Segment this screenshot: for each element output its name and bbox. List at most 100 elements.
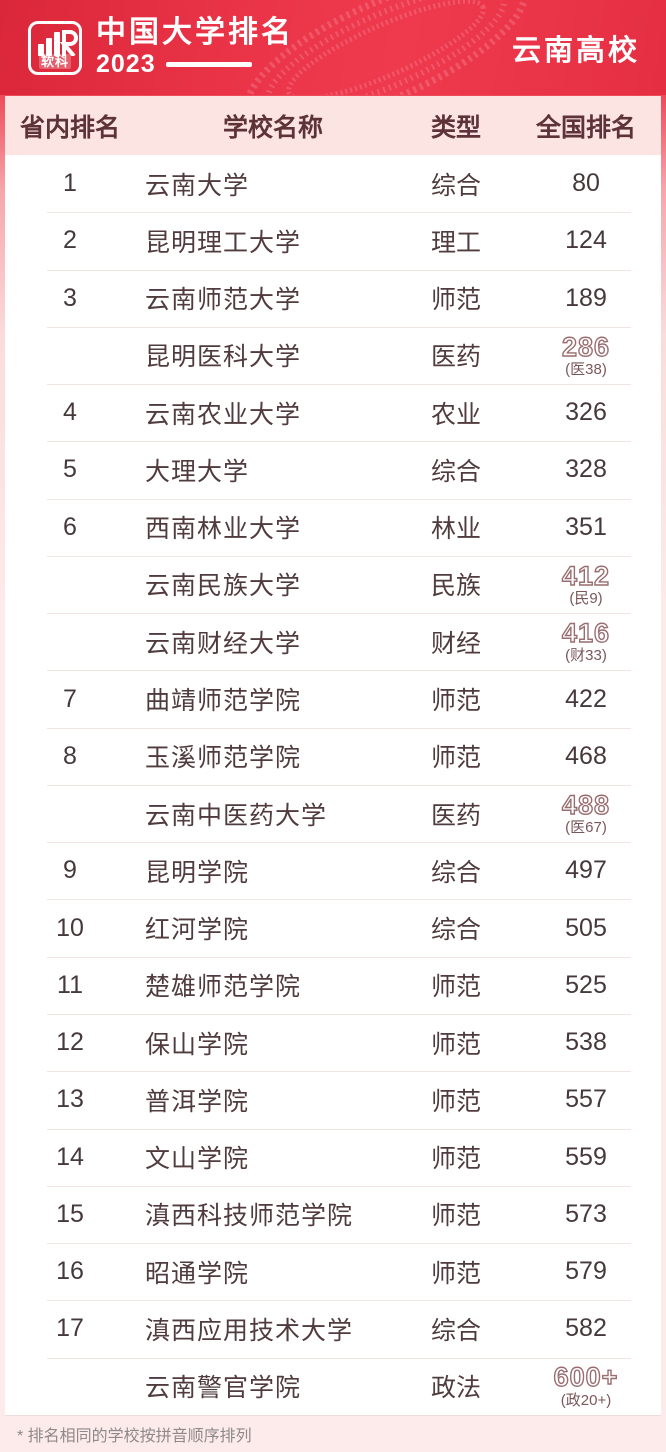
table-row: 1 云南大学 综合 80 <box>5 155 661 212</box>
cell-school-name: 大理大学 <box>145 457 250 486</box>
cell-school-name: 文山学院 <box>145 1145 250 1174</box>
cell-type: 政法 <box>430 1374 481 1403</box>
table-row: 17 滇西应用技术大学 综合 582 <box>5 1300 661 1357</box>
cell-province-rank: 15 <box>56 1199 84 1228</box>
cell-type: 师范 <box>430 1145 481 1174</box>
page-title: 中国大学排名 <box>96 16 294 49</box>
table-row: 8 玉溪师范学院 师范 468 <box>5 727 661 785</box>
cell-type: 医药 <box>430 801 481 830</box>
cell-school-name: 云南财经大学 <box>145 629 302 658</box>
cell-national-rank: 80 <box>572 169 600 198</box>
cell-type: 综合 <box>430 1316 481 1345</box>
table-row: 11 楚雄师范学院 师范 525 <box>5 956 661 1014</box>
cell-type: 师范 <box>430 687 481 716</box>
cell-school-name: 云南大学 <box>145 171 250 200</box>
national-rank-outlined: 488 <box>561 789 611 820</box>
title-block: 中国大学排名 2023 <box>96 16 294 79</box>
table-row: 云南民族大学 民族 412 (民9) <box>5 555 661 613</box>
cell-province-rank: 8 <box>63 741 77 770</box>
table-row: 云南财经大学 财经 416 (财33) <box>5 613 661 670</box>
national-rank-outlined: 286 <box>561 331 611 362</box>
cell-province-rank: 1 <box>63 169 77 198</box>
ranking-table: 省内排名 学校名称 类型 全国排名 1 云南大学 综合 80 2 昆明理工大学 … <box>5 96 661 1415</box>
national-rank-outlined: 600+ <box>553 1362 619 1393</box>
cell-national-rank: 538 <box>565 1028 607 1057</box>
cell-province-rank: 10 <box>56 913 84 942</box>
table-body: 1 云南大学 综合 80 2 昆明理工大学 理工 124 3 云南师范大学 师范… <box>5 155 661 1415</box>
cell-province-rank: 3 <box>63 283 77 312</box>
cell-school-name: 云南民族大学 <box>145 572 302 601</box>
col-header-national-rank: 全国排名 <box>535 113 636 142</box>
cell-type: 师范 <box>430 1087 481 1116</box>
table-row: 4 云南农业大学 农业 326 <box>5 384 661 441</box>
cell-national-rank: 124 <box>565 226 607 255</box>
cell-province-rank: 12 <box>56 1028 84 1057</box>
cell-national-rank: 579 <box>565 1257 607 1286</box>
cell-national-rank: 582 <box>565 1314 607 1343</box>
table-row: 16 昭通学院 师范 579 <box>5 1243 661 1300</box>
cell-province-rank: 11 <box>57 970 83 999</box>
cell-school-name: 昭通学院 <box>145 1259 250 1288</box>
table-header-row: 省内排名 学校名称 类型 全国排名 <box>5 96 661 155</box>
table-row: 10 红河学院 综合 505 <box>5 899 661 956</box>
cell-province-rank: 4 <box>63 398 77 427</box>
cell-national-rank: 328 <box>565 455 607 484</box>
cell-national-rank: 497 <box>565 856 607 885</box>
cell-school-name: 昆明理工大学 <box>145 228 302 257</box>
table-row: 15 滇西科技师范学院 师范 573 <box>5 1185 661 1243</box>
table-row: 昆明医科大学 医药 286 (医38) <box>5 326 661 384</box>
cell-school-name: 滇西应用技术大学 <box>145 1316 354 1345</box>
cell-type: 综合 <box>430 858 481 887</box>
table-row: 云南中医药大学 医药 488 (医67) <box>5 784 661 842</box>
cell-province-rank: 2 <box>63 226 77 255</box>
cell-school-name: 云南师范大学 <box>145 286 302 315</box>
cell-national-rank: 351 <box>565 512 607 541</box>
cell-national-rank: 416 (财33) <box>511 618 661 665</box>
ruanke-logo: 软科 <box>28 20 82 75</box>
year-underline <box>165 62 252 67</box>
table-row: 2 昆明理工大学 理工 124 <box>5 212 661 269</box>
cell-national-rank: 412 (民9) <box>511 560 661 608</box>
table-row: 云南警官学院 政法 600+ (政20+) <box>5 1357 661 1415</box>
ribbon-watermark-icon <box>244 0 528 95</box>
cell-type: 师范 <box>430 744 481 773</box>
cell-school-name: 普洱学院 <box>145 1087 250 1116</box>
cell-province-rank: 5 <box>63 455 77 484</box>
national-rank-sublabel: (民9) <box>569 590 603 608</box>
col-header-school-name: 学校名称 <box>222 113 323 142</box>
region-badge: 云南高校 <box>511 34 640 67</box>
cell-type: 师范 <box>430 973 481 1002</box>
cell-type: 综合 <box>430 457 481 486</box>
cell-school-name: 昆明学院 <box>145 858 250 887</box>
cell-school-name: 红河学院 <box>145 916 250 945</box>
cell-school-name: 楚雄师范学院 <box>145 973 302 1002</box>
cell-school-name: 玉溪师范学院 <box>145 744 302 773</box>
cell-national-rank: 468 <box>565 741 607 770</box>
cell-school-name: 曲靖师范学院 <box>145 687 302 716</box>
cell-province-rank: 17 <box>56 1314 84 1343</box>
table-frame: 省内排名 学校名称 类型 全国排名 1 云南大学 综合 80 2 昆明理工大学 … <box>0 95 666 1452</box>
national-rank-sublabel: (财33) <box>565 647 607 665</box>
cell-national-rank: 573 <box>565 1199 607 1228</box>
national-rank-sublabel: (医38) <box>565 360 607 378</box>
cell-national-rank: 525 <box>565 970 607 999</box>
cell-school-name: 昆明医科大学 <box>145 343 302 372</box>
cell-province-rank: 7 <box>63 684 77 713</box>
cell-national-rank: 286 (医38) <box>511 331 661 379</box>
table-row: 9 昆明学院 综合 497 <box>5 842 661 899</box>
ranking-year: 2023 <box>96 50 156 78</box>
page-header: 软科 中国大学排名 2023 云南高校 <box>0 0 666 95</box>
table-row: 7 曲靖师范学院 师范 422 <box>5 670 661 727</box>
cell-school-name: 保山学院 <box>145 1030 250 1059</box>
footnote: * 排名相同的学校按拼音顺序排列 <box>5 1415 661 1452</box>
table-row: 5 大理大学 综合 328 <box>5 441 661 498</box>
col-header-province-rank: 省内排名 <box>19 113 120 142</box>
cell-school-name: 云南农业大学 <box>145 400 302 429</box>
cell-type: 综合 <box>430 916 481 945</box>
cell-national-rank: 488 (医67) <box>511 789 661 837</box>
cell-school-name: 云南中医药大学 <box>145 801 328 830</box>
cell-province-rank: 14 <box>56 1142 84 1171</box>
table-row: 12 保山学院 师范 538 <box>5 1013 661 1071</box>
national-rank-outlined: 412 <box>561 560 611 591</box>
cell-national-rank: 189 <box>565 283 607 312</box>
